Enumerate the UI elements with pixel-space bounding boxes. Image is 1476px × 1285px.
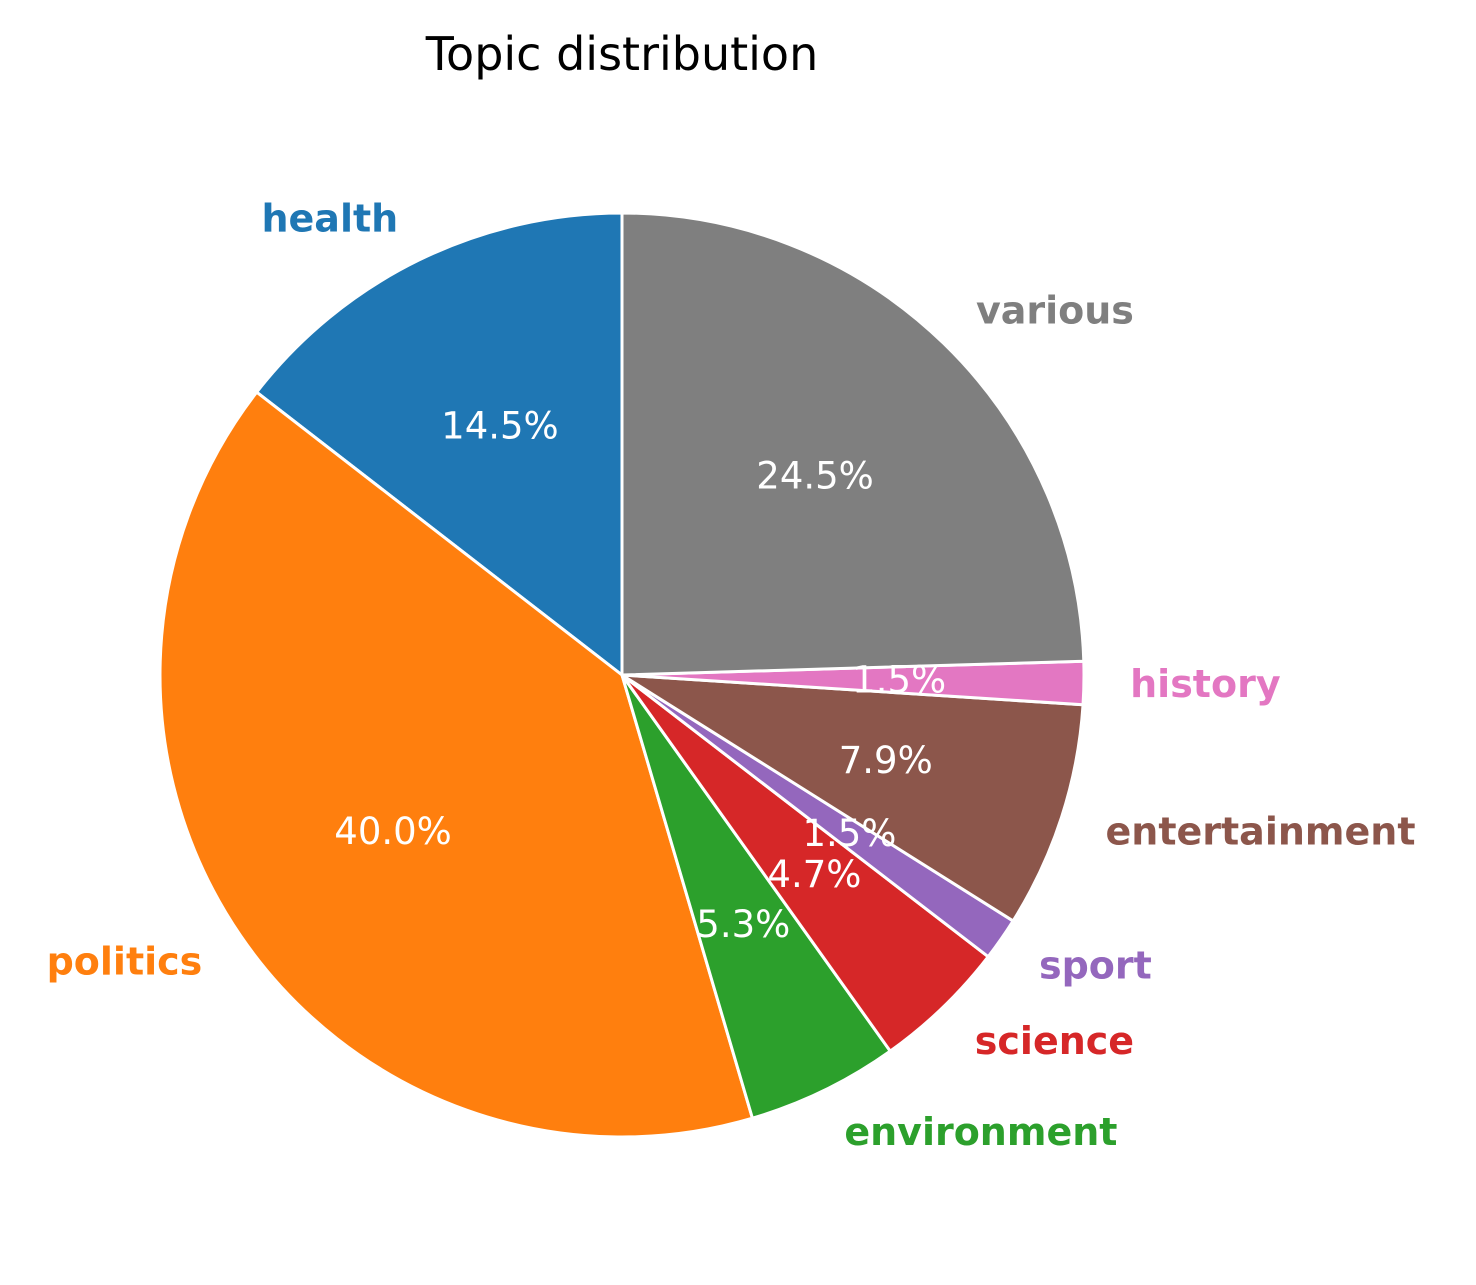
category-labels: health politics environment science sport ent… xyxy=(47,197,1416,1154)
pct-label-entertainment: 7.9% xyxy=(839,739,933,782)
pct-label-history: 1.5% xyxy=(852,658,946,701)
pct-label-science: 4.7% xyxy=(767,853,861,896)
pie-slice-environment xyxy=(620,673,892,1120)
pct-label-politics: 40.0% xyxy=(334,810,452,853)
percentage-labels: 14.5%40.0%5.3%4.7%1.5%7.9%1.5%24.5% xyxy=(334,405,946,946)
pct-label-environment: 5.3% xyxy=(696,903,790,946)
pie-slice-health xyxy=(255,211,624,677)
pct-label-health: 14.5% xyxy=(441,405,559,448)
category-label-entertainment: entertainment xyxy=(1106,809,1416,853)
pie-slice-various xyxy=(620,211,1086,677)
category-label-history: history xyxy=(1130,662,1281,706)
pie-slice-entertainment xyxy=(620,673,1085,923)
chart-title: Topic distribution xyxy=(425,27,818,81)
category-label-sport: sport xyxy=(1039,944,1152,988)
pie-slices xyxy=(158,211,1086,1139)
category-label-science: science xyxy=(975,1019,1134,1063)
pct-label-sport: 1.5% xyxy=(802,812,896,855)
category-label-health: health xyxy=(261,197,398,241)
category-label-politics: politics xyxy=(47,940,203,984)
category-label-various: various xyxy=(976,288,1134,332)
category-label-environment: environment xyxy=(844,1110,1117,1154)
pie-slice-politics xyxy=(158,390,754,1139)
pct-label-various: 24.5% xyxy=(756,455,874,498)
